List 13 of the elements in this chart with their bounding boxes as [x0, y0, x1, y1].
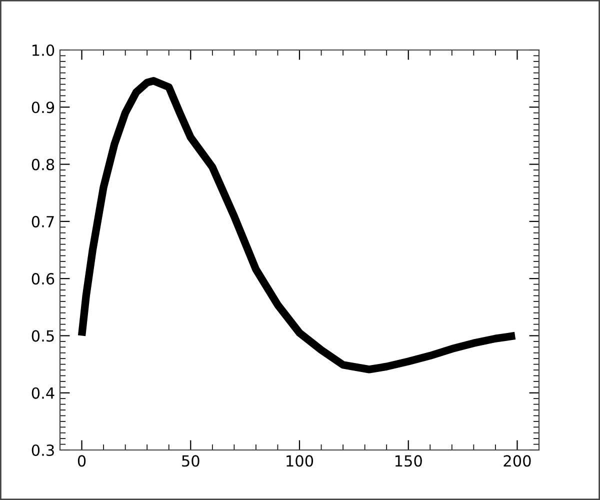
y-tick-label: 0.6 [32, 273, 54, 285]
y-tick-label: 0.9 [32, 102, 54, 114]
x-tick-label: 150 [395, 455, 422, 467]
x-tick-label: 100 [286, 455, 314, 467]
x-tick-label: 0 [78, 455, 86, 467]
y-tick-label: 0.3 [32, 444, 54, 456]
y-tick-label: 0.8 [32, 158, 54, 170]
y-tick-label: 1.0 [32, 44, 54, 56]
x-tick-label: 200 [504, 455, 531, 467]
y-tick-label: 0.4 [32, 387, 54, 399]
y-tick-label: 0.7 [32, 216, 54, 228]
y-tick-label: 0.5 [32, 330, 54, 342]
x-tick-label: 50 [182, 455, 200, 467]
